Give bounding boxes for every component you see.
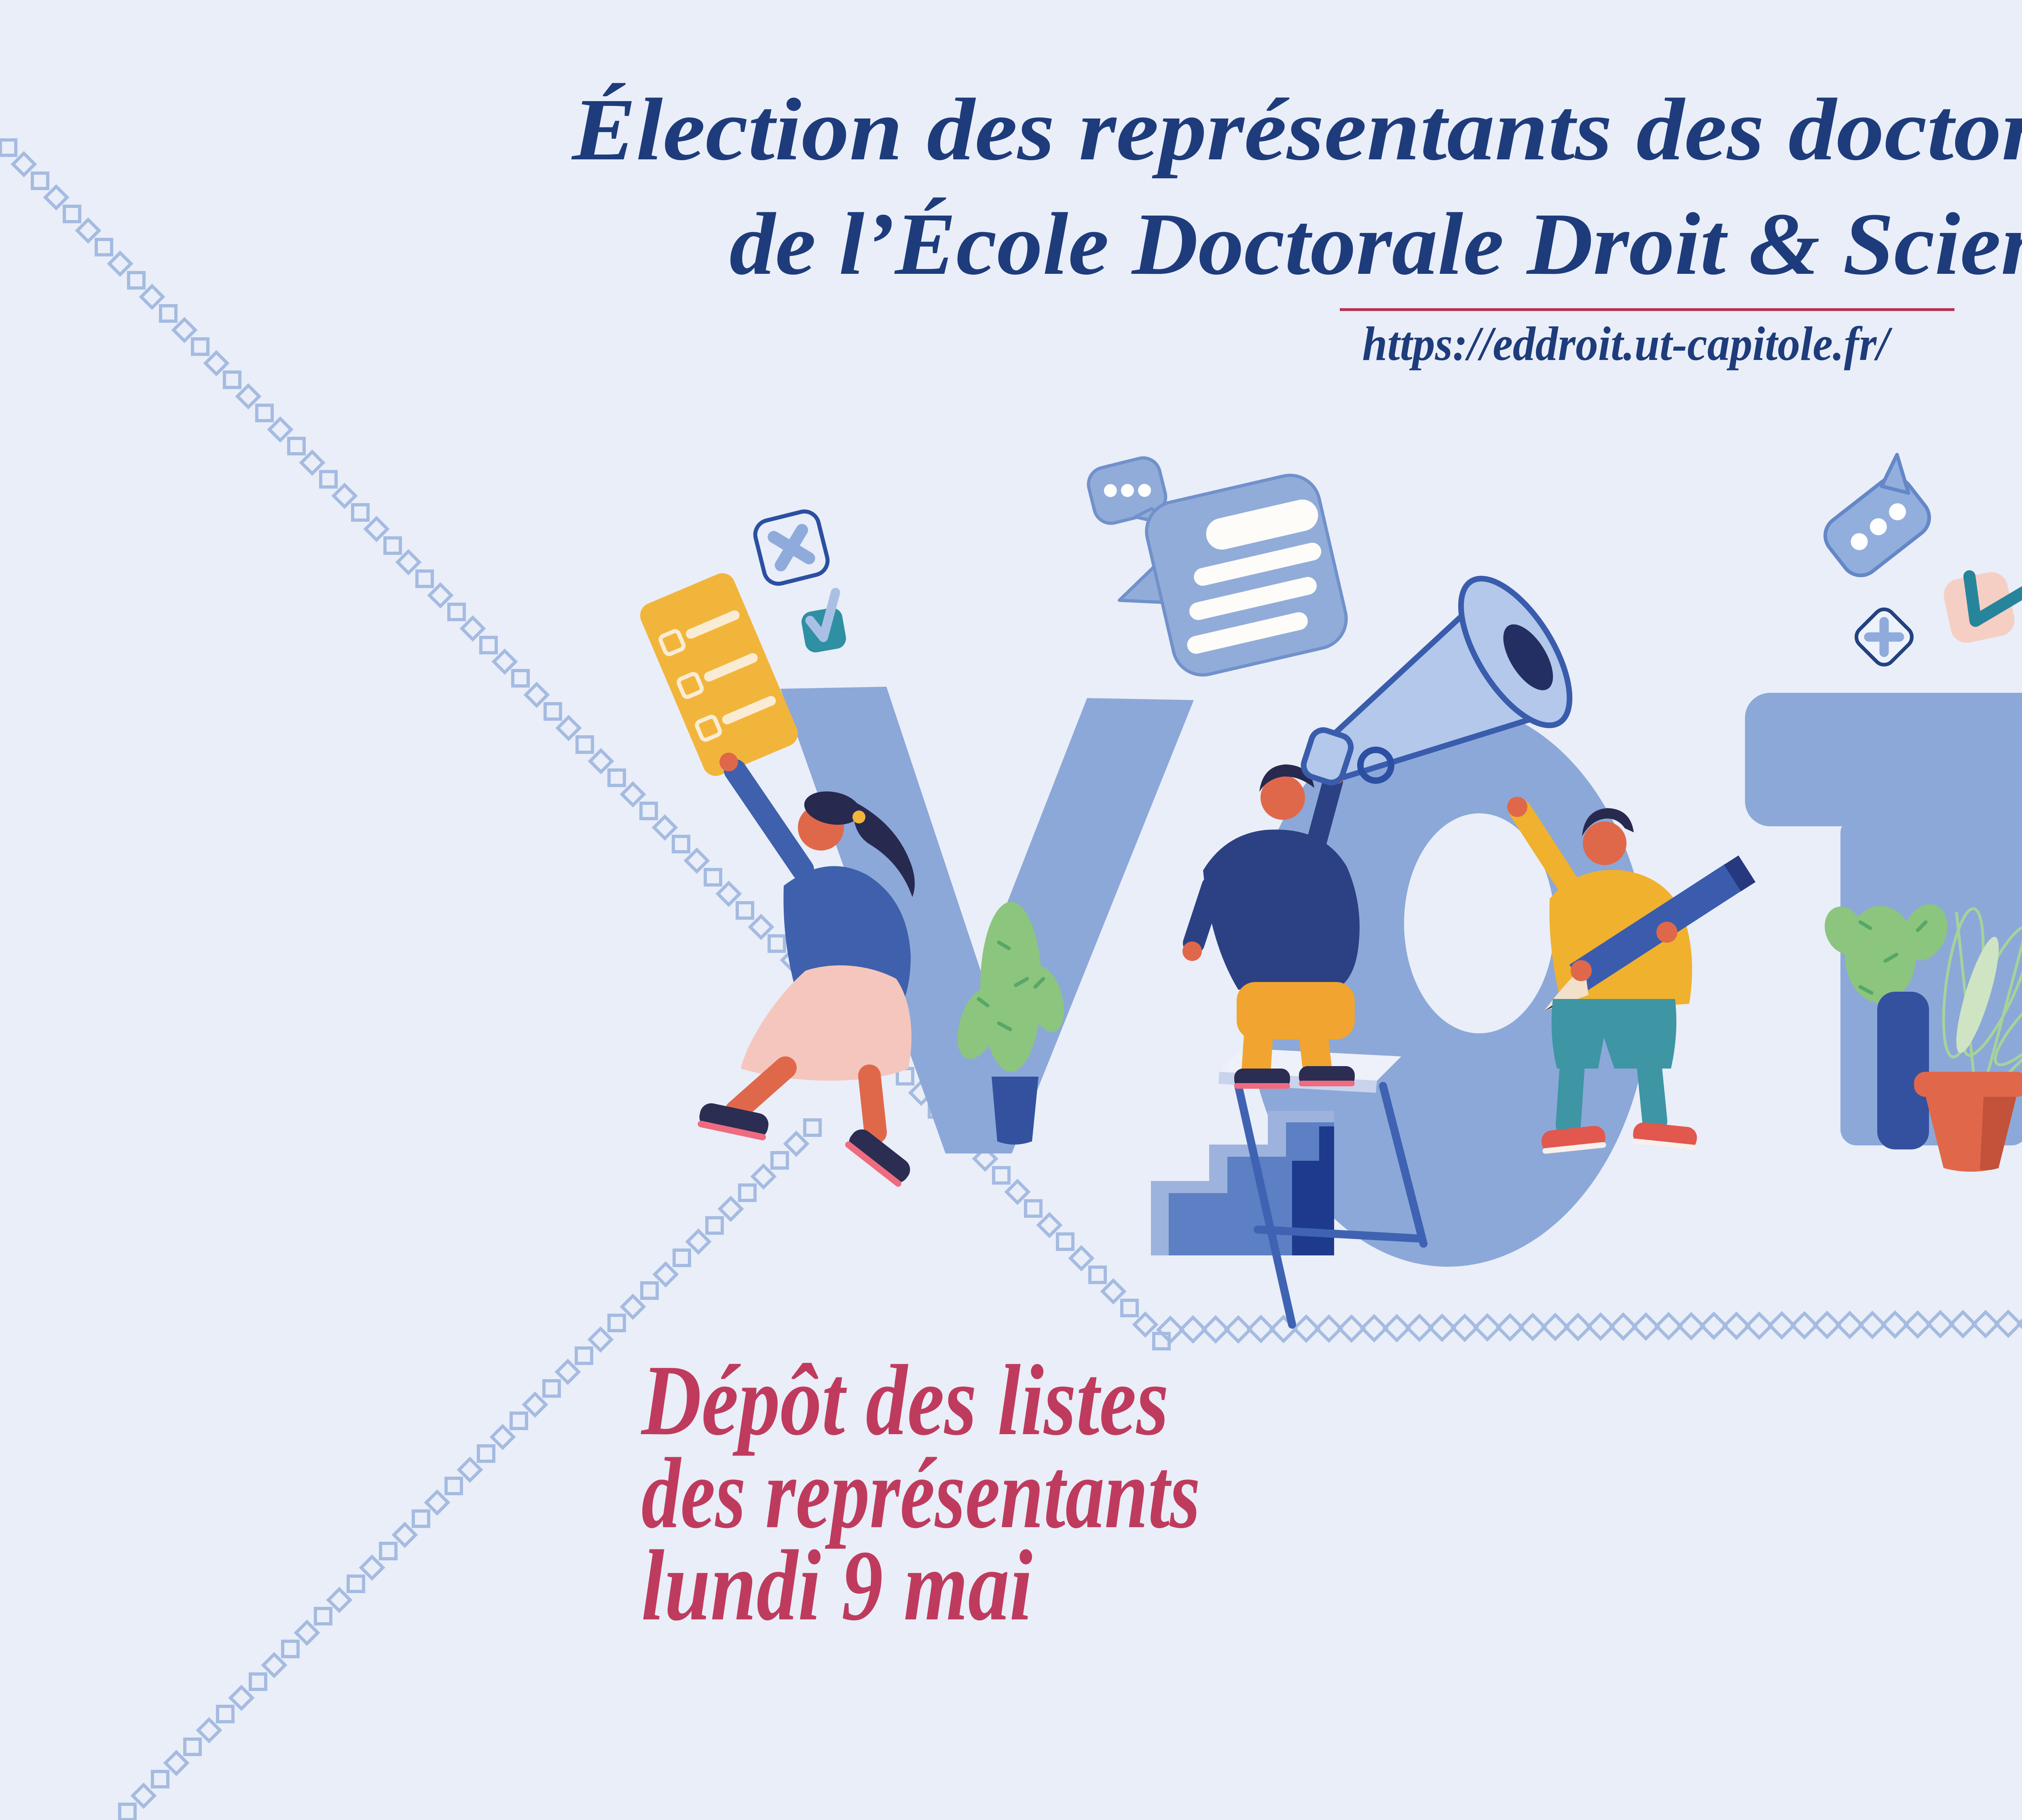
- svg-text:des représentants: des représentants: [641, 1437, 1200, 1549]
- svg-text:Dépôt des listes: Dépôt des listes: [641, 1344, 1169, 1456]
- svg-text:lundi 9 mai: lundi 9 mai: [641, 1530, 1032, 1642]
- svg-text:Élection des représentants des: Élection des représentants des doctorant…: [571, 80, 2022, 179]
- svg-text:https://eddroit.ut-capitole.fr: https://eddroit.ut-capitole.fr/: [1362, 317, 1893, 370]
- svg-text:de l’École Doctorale Droit & S: de l’École Doctorale Droit & Science Pol…: [730, 195, 2022, 293]
